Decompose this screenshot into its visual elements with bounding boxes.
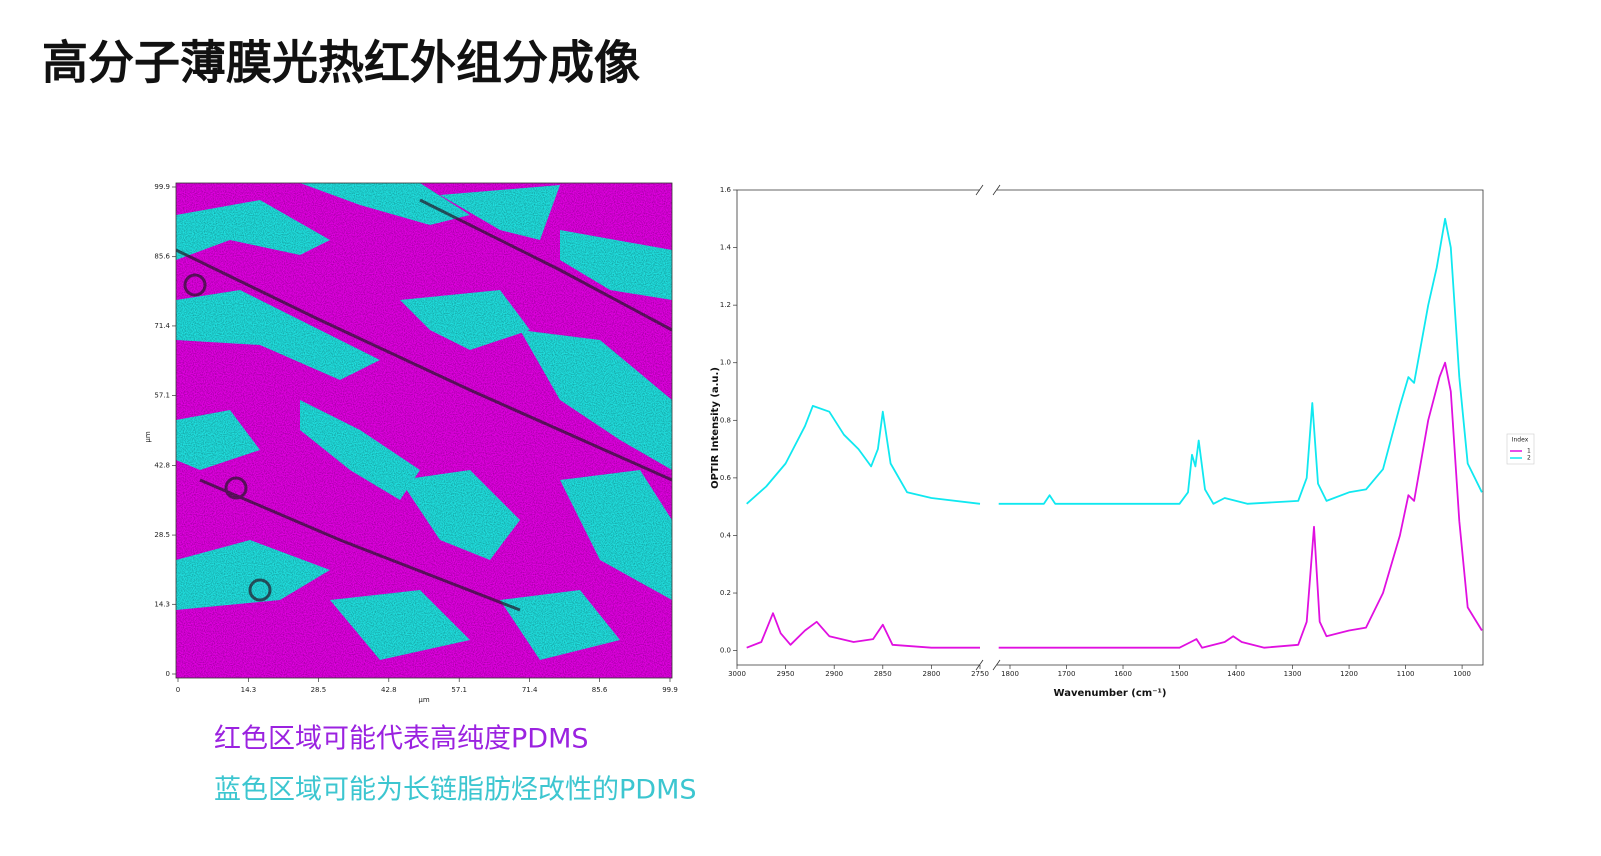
x-tick-label: 85.6 xyxy=(592,686,608,694)
x-tick-label: 1500 xyxy=(1171,670,1189,678)
series-line xyxy=(998,361,1483,649)
x-tick-label: 2900 xyxy=(825,670,843,678)
y-axis-label: µm xyxy=(144,431,152,442)
y-axis-label: OPTIR Intensity (a.u.) xyxy=(710,367,721,489)
x-tick-label: 2850 xyxy=(874,670,892,678)
y-tick-label: 0 xyxy=(166,670,170,678)
y-tick-label: 99.9 xyxy=(154,183,170,191)
y-tick-label: 1.4 xyxy=(720,244,732,252)
x-tick-label: 99.9 xyxy=(662,686,678,694)
y-tick-label: 0.6 xyxy=(720,474,732,482)
x-tick-label: 1100 xyxy=(1397,670,1415,678)
y-tick-label: 28.5 xyxy=(154,531,170,539)
x-axis-label: Wavenumber (cm⁻¹) xyxy=(1054,688,1167,699)
plot-frame xyxy=(736,184,1484,671)
x-tick-label: 1000 xyxy=(1453,670,1471,678)
slide-title: 高分子薄膜光热红外组分成像 xyxy=(42,36,640,90)
x-tick-label: 1200 xyxy=(1340,670,1358,678)
x-tick-label: 2750 xyxy=(971,670,989,678)
legend-label: 2 xyxy=(1527,455,1531,462)
x-tick-label: 3000 xyxy=(728,670,746,678)
x-axis-label: µm xyxy=(418,696,429,704)
x-tick-label: 28.5 xyxy=(311,686,327,694)
x-tick-label: 42.8 xyxy=(381,686,397,694)
ir-map xyxy=(176,183,672,678)
y-tick-label: 1.0 xyxy=(720,359,731,367)
y-tick-label: 14.3 xyxy=(154,600,170,608)
x-tick-label: 57.1 xyxy=(451,686,467,694)
x-tick-label: 1300 xyxy=(1284,670,1302,678)
x-tick-label: 14.3 xyxy=(241,686,257,694)
y-tick-label: 42.8 xyxy=(154,461,170,469)
series-line xyxy=(746,405,981,505)
y-tick-label: 0.0 xyxy=(720,647,731,655)
x-tick-label: 1600 xyxy=(1114,670,1132,678)
x-tick-label: 0 xyxy=(176,686,180,694)
y-tick-label: 0.4 xyxy=(720,531,732,539)
caption: 蓝色区域可能为长链脂肪烃改性的PDMS xyxy=(214,775,697,806)
x-tick-label: 2950 xyxy=(777,670,795,678)
y-tick-label: 0.8 xyxy=(720,416,731,424)
x-tick-label: 1800 xyxy=(1001,670,1019,678)
y-tick-label: 85.6 xyxy=(154,253,170,261)
y-tick-label: 1.6 xyxy=(720,186,732,194)
y-tick-label: 71.4 xyxy=(154,322,170,330)
x-tick-label: 71.4 xyxy=(522,686,538,694)
x-tick-label: 1400 xyxy=(1227,670,1245,678)
x-tick-label: 1700 xyxy=(1058,670,1076,678)
y-tick-label: 57.1 xyxy=(154,392,170,400)
y-tick-label: 1.2 xyxy=(720,301,731,309)
legend-box xyxy=(1506,433,1535,465)
caption: 红色区域可能代表高纯度PDMS xyxy=(214,724,589,755)
legend-title: Index xyxy=(1512,437,1529,444)
series-line xyxy=(998,217,1483,505)
y-tick-label: 0.2 xyxy=(720,589,731,597)
map-frame xyxy=(175,182,673,679)
x-tick-label: 2800 xyxy=(922,670,940,678)
legend-label: 1 xyxy=(1527,448,1531,455)
series-line xyxy=(746,612,980,649)
